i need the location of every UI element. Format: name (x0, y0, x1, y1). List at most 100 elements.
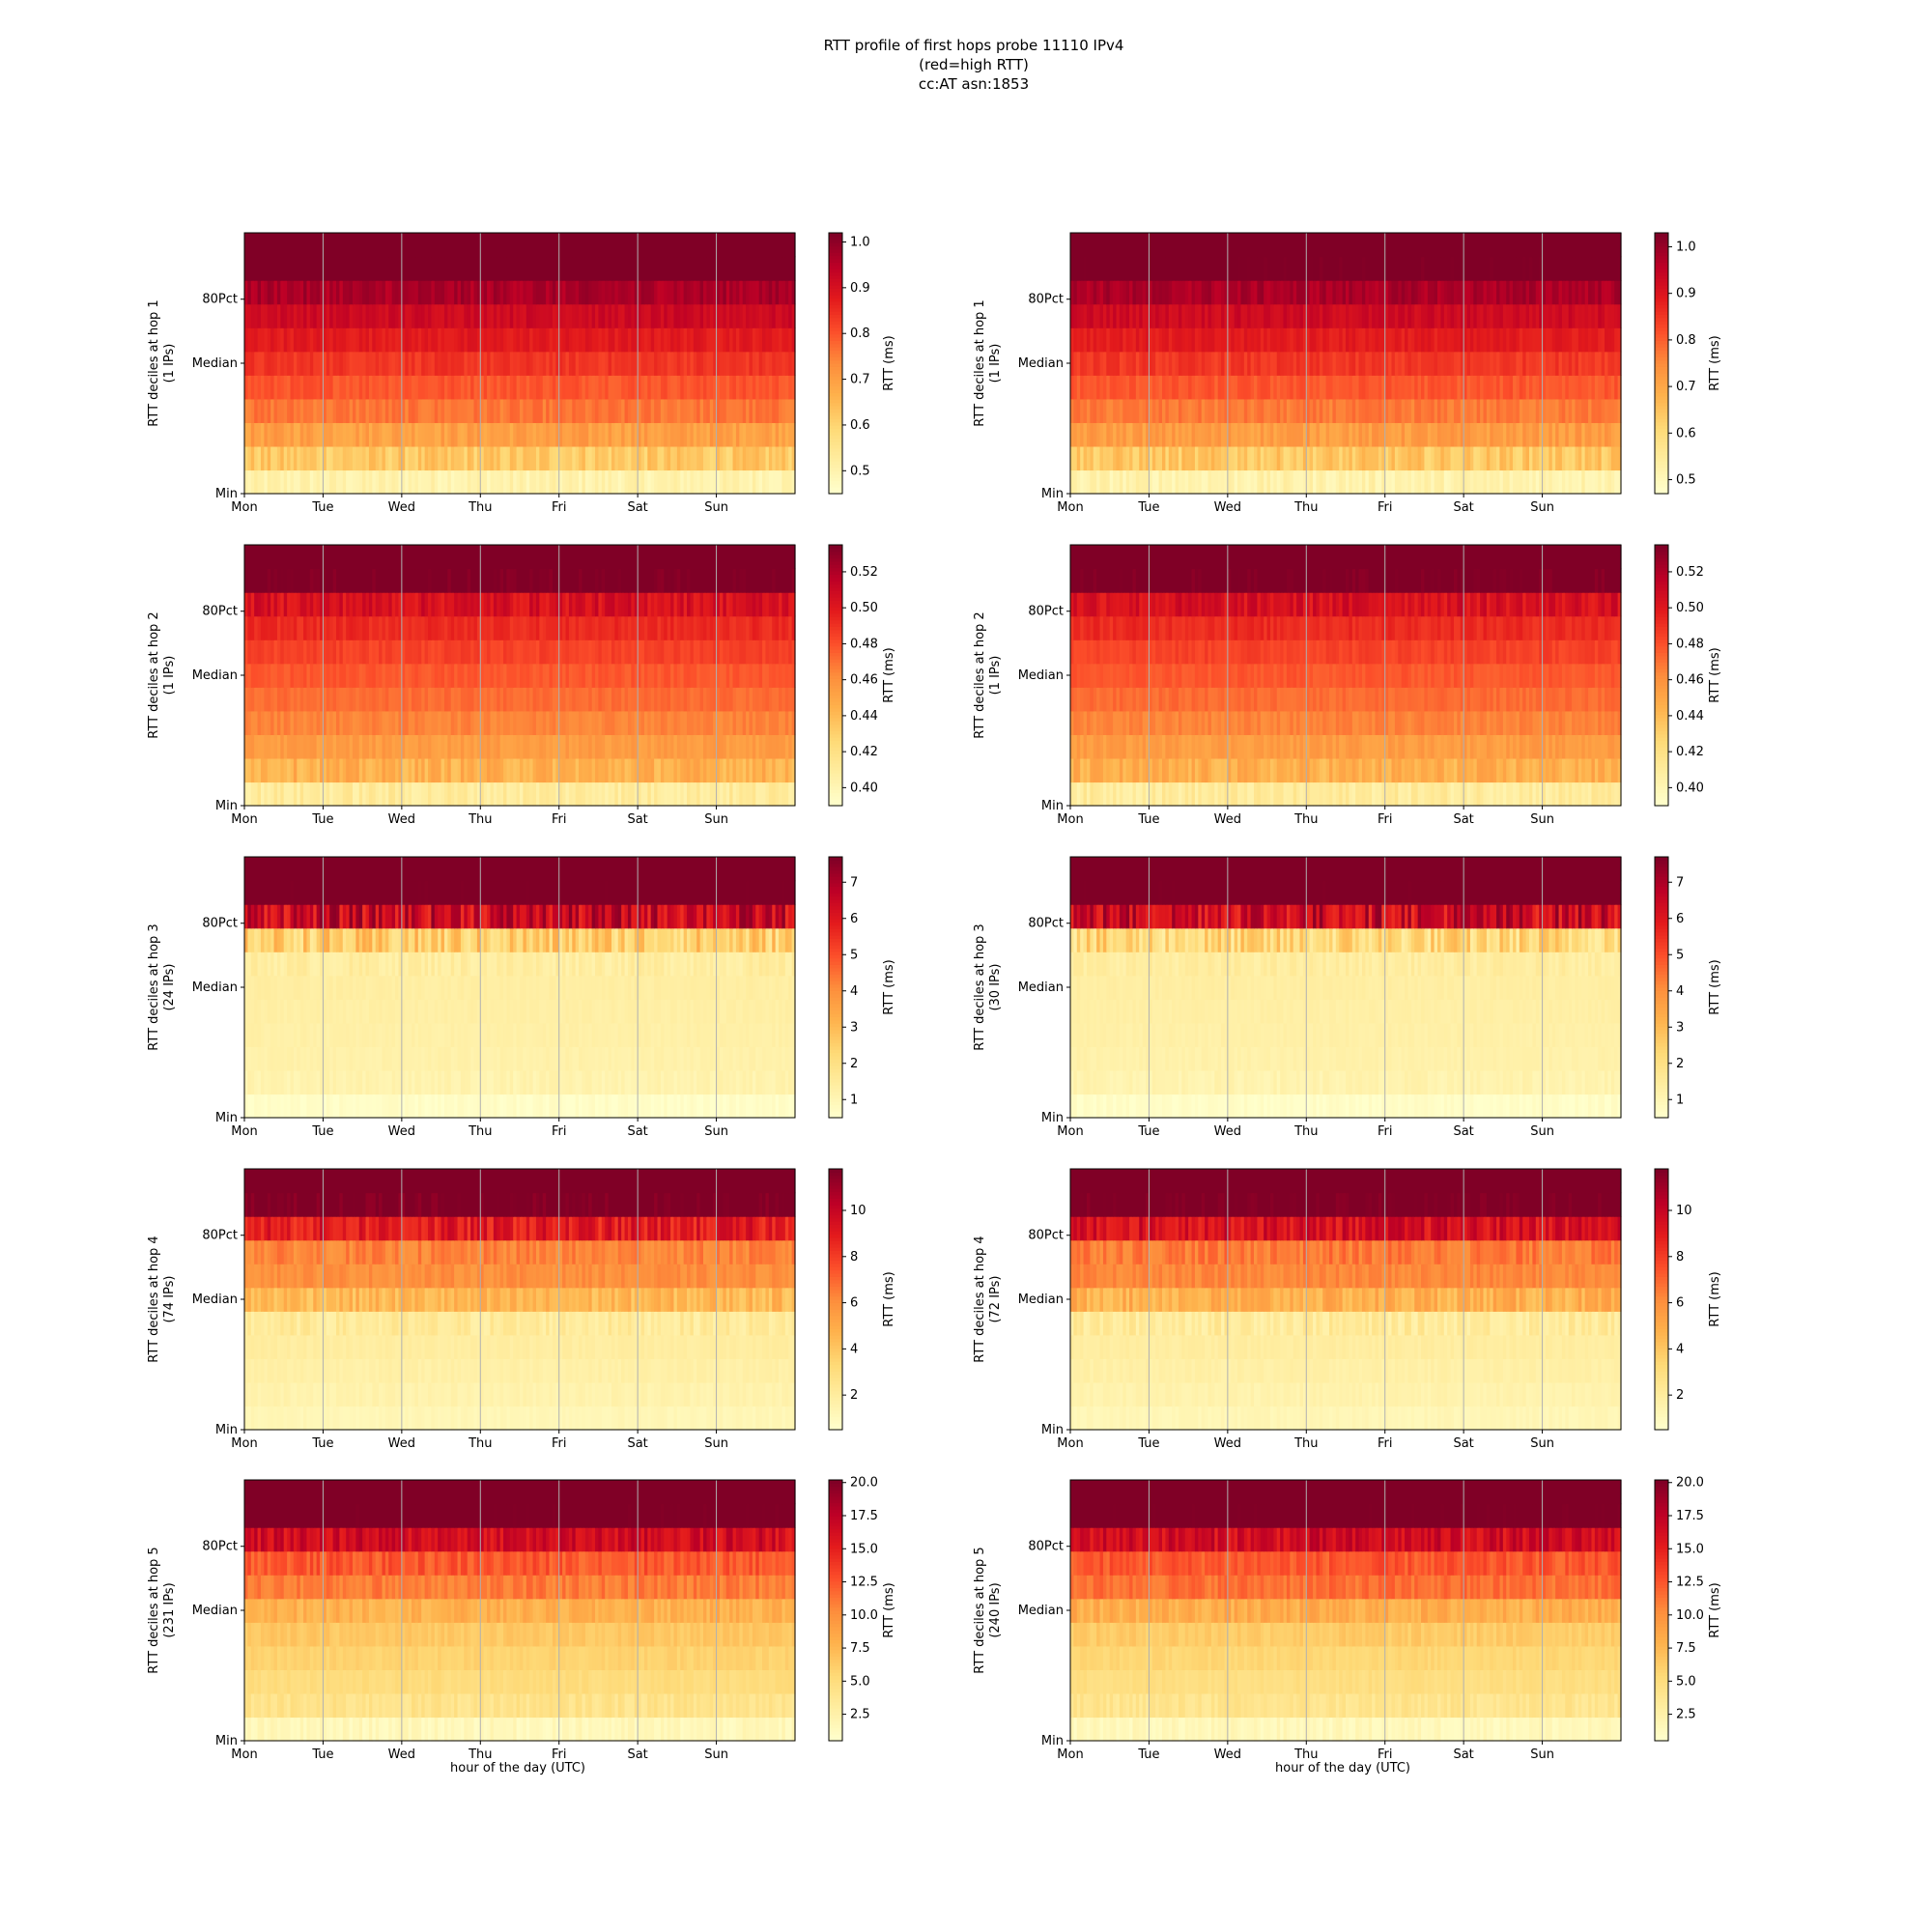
heatmap-cell (417, 757, 422, 783)
heatmap-cell (1080, 469, 1085, 495)
heatmap-cell (408, 687, 412, 712)
heatmap-cell (1346, 375, 1350, 400)
heatmap-cell (1375, 256, 1379, 281)
heatmap-cell (280, 734, 285, 759)
heatmap-cell (1388, 398, 1393, 423)
heatmap-cell (1525, 351, 1530, 376)
heatmap-cell (1617, 303, 1622, 328)
heatmap-cell (1486, 422, 1491, 447)
heatmap-cell (1509, 469, 1514, 495)
heatmap-cell (336, 469, 340, 495)
heatmap-cell (316, 233, 321, 258)
heatmap-cell (1102, 375, 1107, 400)
heatmap-cell (1522, 375, 1527, 400)
heatmap-cell (244, 422, 248, 447)
heatmap-cell (1116, 445, 1121, 471)
colorbar-tick-label: 0.5 (850, 464, 870, 478)
heatmap-cell (1407, 422, 1412, 447)
heatmap-cell (542, 256, 547, 281)
heatmap-cell (320, 445, 325, 471)
heatmap-cell (1329, 398, 1334, 423)
heatmap-cell (1332, 327, 1337, 353)
heatmap-cell (1351, 422, 1356, 447)
heatmap-cell (1076, 303, 1081, 328)
heatmap-cell (1276, 351, 1281, 376)
heatmap-cell (532, 327, 537, 353)
heatmap-cell (342, 351, 347, 376)
heatmap-cell (352, 469, 356, 495)
heatmap-cell (1473, 280, 1478, 305)
heatmap-cell (1329, 469, 1334, 495)
colorbar-segment (829, 454, 842, 459)
heatmap-cell (709, 422, 714, 447)
heatmap-cell (1113, 256, 1118, 281)
heatmap-cell (1269, 375, 1274, 400)
heatmap-cell (634, 445, 639, 471)
colorbar-segment (829, 285, 842, 289)
heatmap-cell (575, 327, 580, 353)
heatmap-cell (1286, 351, 1291, 376)
heatmap-cell (342, 327, 347, 353)
heatmap-cell (490, 233, 495, 258)
heatmap-cell (772, 445, 777, 471)
heatmap-cell (1208, 233, 1212, 258)
heatmap-cell (1384, 256, 1389, 281)
heatmap-cell (349, 687, 354, 712)
colorbar-segment (1655, 359, 1668, 364)
heatmap-cell (382, 303, 386, 328)
heatmap-cell (595, 687, 600, 712)
heatmap-cell (346, 327, 351, 353)
heatmap-cell (595, 233, 600, 258)
heatmap-cell (384, 398, 389, 423)
heatmap-cell (746, 445, 751, 471)
heatmap-cell (1109, 327, 1114, 353)
heatmap-cell (1349, 303, 1353, 328)
heatmap-cell (313, 757, 318, 783)
heatmap-cell (464, 351, 469, 376)
heatmap-cell (1384, 233, 1389, 258)
heatmap-cell (526, 303, 530, 328)
heatmap-cell (1614, 280, 1619, 305)
heatmap-cell (1480, 422, 1485, 447)
heatmap-cell (1175, 303, 1179, 328)
heatmap-cell (1466, 398, 1471, 423)
heatmap-cell (693, 710, 697, 735)
heatmap-cell (591, 351, 596, 376)
heatmap-cell (260, 687, 265, 712)
heatmap-cell (336, 781, 340, 807)
heatmap-cell (372, 710, 377, 735)
heatmap-cell (532, 687, 537, 712)
heatmap-cell (572, 710, 577, 735)
heatmap-cell (438, 280, 442, 305)
heatmap-cell (664, 469, 668, 495)
heatmap-cell (1070, 327, 1074, 353)
heatmap-cell (1070, 469, 1074, 495)
heatmap-cell (1119, 445, 1123, 471)
heatmap-cell (591, 663, 596, 688)
heatmap-cell (1106, 280, 1111, 305)
heatmap-cell (379, 398, 384, 423)
heatmap-cell (1535, 351, 1540, 376)
heatmap-cell (244, 687, 248, 712)
heatmap-cell (316, 757, 321, 783)
heatmap-cell (283, 375, 288, 400)
heatmap-cell (503, 687, 508, 712)
heatmap-cell (621, 687, 626, 712)
heatmap-cell (1443, 256, 1448, 281)
heatmap-cell (732, 327, 737, 353)
heatmap-cell (1542, 422, 1547, 447)
heatmap-cell (1293, 256, 1297, 281)
heatmap-cell (490, 663, 495, 688)
heatmap-cell (293, 398, 298, 423)
heatmap-cell (1237, 469, 1242, 495)
heatmap-cell (762, 233, 767, 258)
heatmap-cell (558, 663, 563, 688)
heatmap-cell (1313, 375, 1318, 400)
heatmap-cell (735, 351, 740, 376)
heatmap-cell (660, 256, 665, 281)
heatmap-cell (1545, 351, 1549, 376)
heatmap-cell (624, 233, 629, 258)
heatmap-cell (1407, 256, 1412, 281)
heatmap-cell (1575, 422, 1579, 447)
